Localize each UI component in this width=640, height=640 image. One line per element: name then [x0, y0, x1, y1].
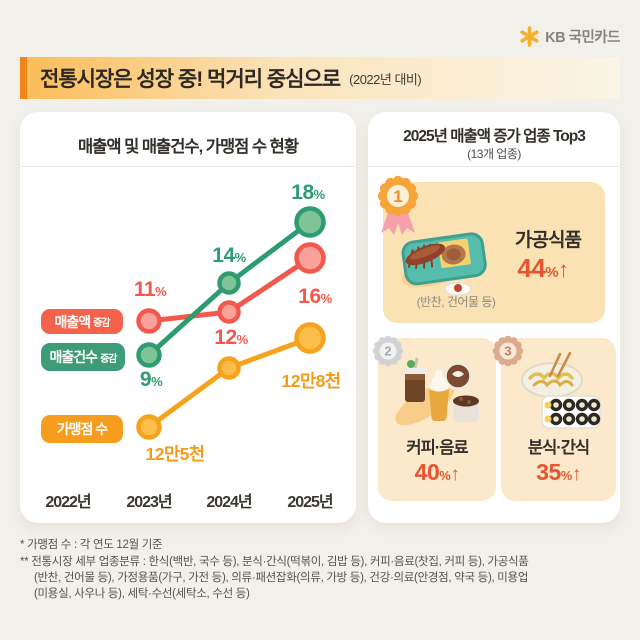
medal-ribbon — [395, 210, 415, 235]
label-count-2025: 18% — [291, 181, 325, 204]
trend-panel-title: 매출액 및 매출건수, 가맹점 수 현황 — [77, 138, 299, 156]
up-arrow-icon: ↑ — [571, 464, 582, 485]
axis-2023: 2023년 — [126, 494, 172, 511]
label-sales-2024: 12% — [214, 326, 248, 349]
footnote-category-detail: ** 전통시장 세부 업종분류 : 한식(백반, 국수 등), 분식·간식(떡볶… — [20, 556, 529, 600]
label-sales-2023: 11% — [133, 278, 167, 301]
top3-panel-subtitle: (13개 업종) — [467, 147, 521, 161]
title-accent-bar — [20, 57, 27, 99]
axis-2024: 2024년 — [206, 494, 252, 511]
rank1-note: (반찬, 건어물 등) — [416, 295, 496, 309]
rank3-name: 분식·간식 — [527, 439, 590, 457]
snack-food-illustration — [521, 351, 601, 429]
label-stores-2023: 12만5천 — [145, 444, 205, 464]
label-stores-2025: 12만8천 — [281, 371, 341, 391]
page-subtitle: (2022년 대비) — [349, 71, 422, 87]
rank1-name: 가공식품 — [515, 230, 582, 251]
rank1-medal-icon: 1 — [377, 175, 419, 235]
rank3-badge-icon: 3 — [492, 335, 524, 367]
processed-food-illustration — [401, 232, 487, 297]
kb-star-dot — [530, 36, 535, 41]
rank2-value: 40%↑ — [414, 459, 460, 485]
rank2-name: 커피·음료 — [406, 439, 468, 457]
axis-2025: 2025년 — [287, 494, 333, 511]
rank1-value: 44%↑ — [517, 253, 569, 283]
top3-panel: 2025년 매출액 증가 업종 Top3 (13개 업종) — [368, 112, 620, 523]
coffee-drinks-illustration — [395, 357, 479, 426]
rank2-badge-icon: 2 — [372, 335, 404, 367]
footnote-stores-basis: * 가맹점 수 : 각 연도 12월 기준 — [20, 539, 163, 551]
axis-2022: 2022년 — [45, 494, 91, 511]
rank2-number: 2 — [384, 344, 391, 359]
rank3-value: 35%↑ — [536, 459, 582, 485]
legend-sales-badge: 매출액 증감 — [41, 309, 123, 334]
sales-trend-panel: 매출액 및 매출건수, 가맹점 수 현황 11% 12% 16% 9% 14% … — [20, 112, 356, 523]
up-arrow-icon: ↑ — [558, 257, 569, 282]
brand-logo-text: KB 국민카드 — [545, 30, 620, 46]
label-sales-2025: 16% — [298, 285, 332, 308]
kb-star-icon — [520, 26, 539, 47]
up-arrow-icon: ↑ — [450, 464, 460, 485]
rank3-number: 3 — [504, 344, 511, 359]
page-title-bar: 전통시장은 성장 중! 먹거리 중심으로 (2022년 대비) — [20, 57, 620, 99]
label-count-2023: 9% — [139, 368, 163, 391]
gimbap-rolls — [544, 398, 601, 426]
brand-logo: KB 국민카드 — [519, 26, 620, 47]
trend-line-chart — [136, 206, 326, 440]
legend-count-badge: 매출건수 증감 — [41, 343, 125, 371]
panel-divider — [20, 166, 356, 167]
label-count-2024: 14% — [212, 244, 246, 267]
legend-stores-badge: 가맹점 수 — [41, 415, 123, 443]
top3-panel-title: 2025년 매출액 증가 업종 Top3 — [403, 128, 586, 145]
page-title: 전통시장은 성장 중! 먹거리 중심으로 — [40, 68, 341, 91]
rank1-number: 1 — [393, 187, 402, 206]
panel-divider — [368, 166, 620, 167]
